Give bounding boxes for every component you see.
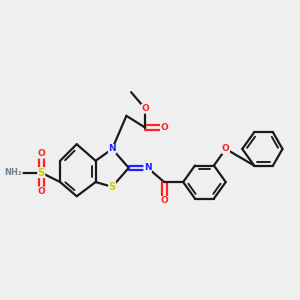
Text: N: N bbox=[144, 164, 152, 172]
Text: O: O bbox=[160, 123, 168, 132]
Text: S: S bbox=[38, 168, 45, 178]
Text: O: O bbox=[38, 149, 45, 158]
Text: NH₂: NH₂ bbox=[5, 168, 22, 177]
Text: S: S bbox=[109, 182, 116, 192]
Text: N: N bbox=[108, 144, 116, 153]
Text: O: O bbox=[222, 144, 230, 153]
Text: O: O bbox=[160, 196, 168, 206]
Text: O: O bbox=[141, 104, 149, 113]
Text: O: O bbox=[38, 187, 45, 196]
